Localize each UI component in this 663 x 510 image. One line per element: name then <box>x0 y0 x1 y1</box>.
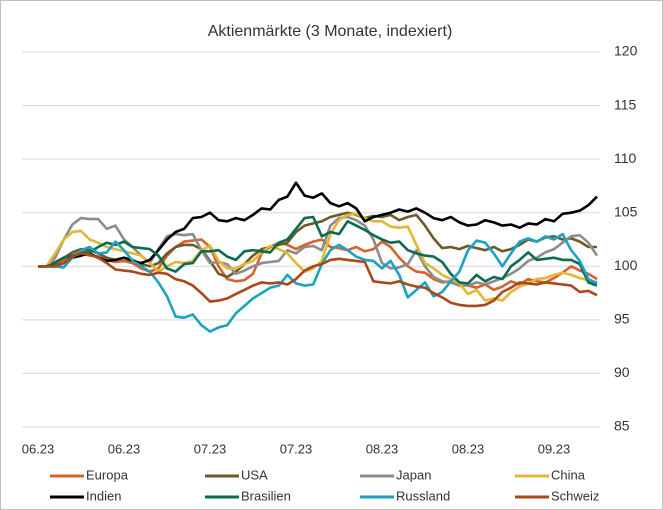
x-tick-label: 06.23 <box>108 441 141 456</box>
y-tick-label: 115 <box>614 96 637 112</box>
series-line <box>38 232 598 333</box>
x-tick-label: 08.23 <box>452 441 485 456</box>
y-tick-label: 105 <box>614 203 638 219</box>
legend-label: Brasilien <box>241 488 291 503</box>
y-tick-label: 95 <box>614 311 630 327</box>
series-line <box>38 238 598 292</box>
legend-label: Russland <box>396 488 450 503</box>
y-tick-label: 120 <box>614 43 638 59</box>
legend-label: Japan <box>396 467 431 482</box>
legend-label: Schweiz <box>551 488 599 503</box>
legend-label: China <box>551 467 586 482</box>
x-tick-label: 07.23 <box>280 441 313 456</box>
series-line <box>38 252 598 308</box>
legend-label: Europa <box>86 467 129 482</box>
legend-label: USA <box>241 467 268 482</box>
y-tick-label: 90 <box>614 364 630 380</box>
y-tick-label: 100 <box>614 257 638 273</box>
y-tick-label: 110 <box>614 150 637 166</box>
chart-title: Aktienmärkte (3 Monate, indexiert) <box>208 23 453 40</box>
x-tick-label: 07.23 <box>194 441 227 456</box>
y-tick-label: 85 <box>614 418 630 434</box>
x-tick-label: 06.23 <box>22 441 55 456</box>
series-line <box>38 215 598 287</box>
x-tick-label: 09.23 <box>538 441 571 456</box>
x-tick-label: 08.23 <box>366 441 399 456</box>
legend-label: Indien <box>86 488 121 503</box>
